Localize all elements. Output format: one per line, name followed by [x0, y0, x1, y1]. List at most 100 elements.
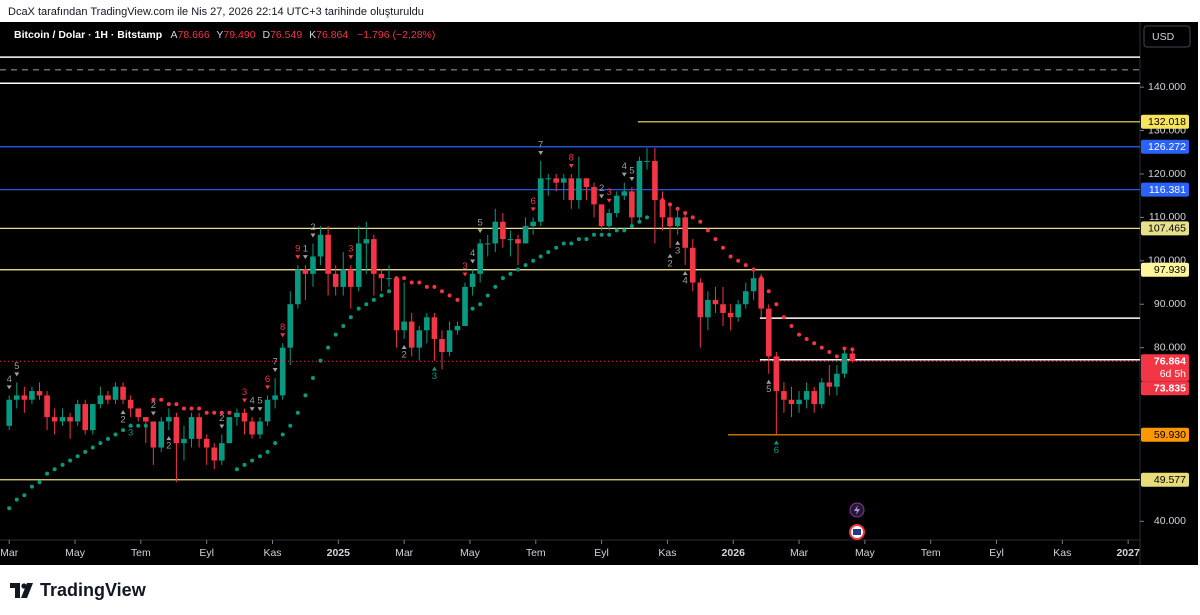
- candle-body: [158, 421, 165, 448]
- candle-body: [416, 330, 423, 348]
- count-arrow: [568, 163, 574, 168]
- sar-dot: [295, 410, 300, 415]
- sar-dot: [7, 506, 12, 511]
- sar-dot: [766, 289, 771, 294]
- candle-body: [127, 399, 134, 409]
- candle-body: [29, 391, 35, 400]
- candle-body: [492, 221, 499, 244]
- candle-body: [348, 269, 354, 287]
- count-arrow: [538, 150, 544, 155]
- candle-body: [469, 273, 476, 287]
- sequential-count: 6: [265, 374, 270, 385]
- candle-body: [750, 278, 757, 292]
- candle-body: [401, 321, 407, 331]
- x-tick-label: Eyl: [199, 547, 214, 559]
- candle-body: [36, 391, 43, 396]
- candle-body: [287, 304, 294, 348]
- candle-body: [811, 391, 817, 405]
- ohlc-value: 78.666: [178, 29, 210, 41]
- sar-dot: [75, 454, 80, 459]
- candle-body: [257, 421, 263, 435]
- candle-body: [6, 399, 13, 426]
- candle-body: [568, 178, 575, 201]
- candle-body: [173, 417, 180, 444]
- level-label: 132.018: [1148, 116, 1186, 128]
- sar-dot: [804, 336, 809, 341]
- sequential-count: 3: [432, 371, 437, 382]
- candle-body: [697, 282, 704, 318]
- lightning-icon: [854, 505, 860, 515]
- candle-body: [408, 321, 415, 348]
- candle-body: [484, 243, 491, 245]
- sequential-count: 2: [667, 258, 672, 269]
- sar-dot: [113, 432, 118, 437]
- sar-dot: [713, 237, 718, 242]
- candle-body: [234, 412, 240, 418]
- sar-dot: [463, 310, 468, 315]
- count-arrow: [401, 344, 407, 349]
- candle-body: [371, 239, 377, 274]
- sar-dot: [280, 432, 285, 437]
- sequential-count: 8: [280, 322, 285, 333]
- sar-dot: [98, 441, 103, 446]
- candle-body: [788, 399, 795, 405]
- candle-body: [796, 399, 802, 405]
- currency-label: USD: [1152, 31, 1175, 43]
- candle-body: [302, 269, 309, 274]
- level-label: 107.465: [1148, 223, 1186, 235]
- sar-dot: [531, 258, 536, 263]
- sar-dot: [212, 410, 217, 415]
- candle-body: [560, 178, 567, 183]
- sar-dot: [774, 302, 779, 307]
- candle-body: [545, 178, 552, 180]
- candle-body: [249, 421, 255, 435]
- count-arrow: [675, 240, 681, 245]
- y-tick-label: 80.000: [1154, 341, 1186, 353]
- level-label-box: [1141, 114, 1189, 129]
- candle-body: [462, 286, 468, 326]
- sar-dot: [721, 245, 726, 250]
- count-arrow: [682, 271, 688, 276]
- sar-dot: [493, 284, 498, 289]
- sar-dot: [516, 267, 521, 272]
- sequential-count: 5: [629, 166, 634, 177]
- sar-dot: [592, 232, 597, 237]
- candle-body: [446, 330, 453, 352]
- sar-dot: [402, 276, 407, 281]
- level-label: 97.939: [1154, 264, 1186, 276]
- candle-body: [166, 417, 172, 422]
- sar-dot: [257, 454, 262, 459]
- sar-dot: [652, 193, 657, 198]
- sar-dot: [455, 297, 460, 302]
- currency-button[interactable]: [1143, 25, 1191, 48]
- x-tick-label: May: [65, 547, 86, 559]
- sequential-count: 5: [14, 361, 19, 372]
- sequential-count: 2: [120, 415, 125, 426]
- candle-body: [340, 269, 347, 287]
- sar-dot: [189, 406, 194, 411]
- candle-body: [712, 299, 719, 305]
- count-arrow: [599, 194, 605, 199]
- count-arrow: [606, 198, 612, 203]
- sequential-count: 2: [219, 413, 224, 424]
- candle-body: [781, 391, 787, 400]
- logo-mark: [21, 583, 33, 598]
- candle-body: [188, 417, 195, 439]
- ohlc-value: 76.549: [270, 29, 302, 41]
- sar-dot: [736, 258, 741, 263]
- count-arrow: [530, 207, 536, 212]
- count-arrow: [295, 255, 301, 260]
- flag-icon: [853, 529, 861, 535]
- candle-body: [659, 200, 666, 218]
- sar-dot: [561, 241, 566, 246]
- sar-dot: [159, 397, 164, 402]
- sar-dot: [265, 449, 270, 454]
- candle-body: [74, 404, 81, 422]
- sequential-count: 5: [766, 384, 771, 395]
- count-arrow: [14, 372, 20, 377]
- sar-dot: [690, 215, 695, 220]
- count-arrow: [667, 253, 673, 258]
- x-tick-label: Kas: [263, 547, 281, 559]
